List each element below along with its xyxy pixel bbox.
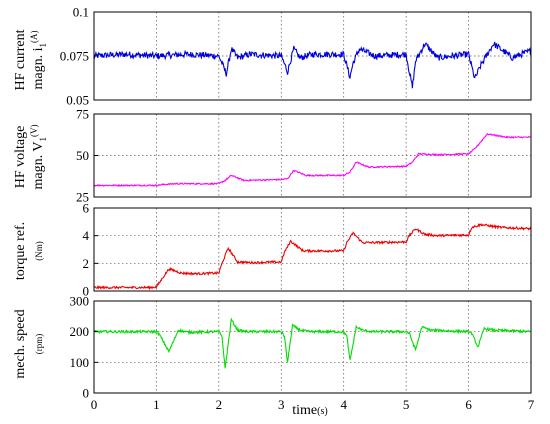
hf-current-ytick-label: 0.05 [66,93,89,108]
hf-voltage-ylabel-line2: magn. V1(V) [29,125,48,190]
hf-current-panel: 0.05 0.075 0.1 HF current magn. i1(A) [13,5,532,108]
x-axis-label: time(s) [292,403,327,418]
xtick-label: 2 [216,397,223,412]
hf-voltage-series-line [94,133,532,187]
hf-current-ylabel-line1: HF current [13,29,28,90]
xtick-label: 7 [528,397,535,412]
xtick-label: 1 [153,397,160,412]
hf-current-ytick-label: 0.075 [60,49,89,64]
torque-ytick-label: 6 [83,201,90,216]
speed-panel: 0 100 200 300 0 1 2 3 4 5 6 7 mech. speed (rpm) ti… [13,294,535,419]
hf-current-ylabel-magn: magn. i [31,47,46,89]
speed-ytick-label: 100 [70,355,90,370]
speed-y-ticks: 0 100 200 300 [70,294,98,401]
torque-panel: 0 2 4 6 torque ref. (Nm) [13,201,532,299]
hf-voltage-ytick-label: 75 [76,107,89,122]
hf-current-ytick-label: 0.1 [73,5,89,20]
x-axis-label-text: time [292,403,317,418]
speed-ylabel-unit: (rpm) [34,334,44,355]
hf-voltage-line-group [94,133,532,187]
torque-axes-frame [93,207,532,292]
hf-voltage-ylabel-line1: HF voltage [13,126,28,189]
hf-current-ylabel-sub: 1 [38,43,48,48]
torque-ytick-label: 2 [83,256,90,271]
torque-series-line [93,223,532,291]
hf-current-y-ticks: 0.05 0.075 0.1 [60,5,98,108]
hf-voltage-ytick-label: 50 [76,148,89,163]
torque-ylabel: torque ref. [13,222,28,280]
speed-series-line [93,317,532,369]
hf-voltage-ylabel-sub: 1 [38,137,48,142]
torque-ytick-label: 4 [83,228,90,243]
hf-current-series-line [93,41,532,89]
torque-ytick-label: 0 [83,284,90,299]
hf-current-ylabel-line2: magn. i1(A) [29,31,48,90]
xtick-label: 5 [403,397,410,412]
speed-ytick-label: 200 [70,324,90,339]
xtick-label: 6 [465,397,472,412]
hf-current-ylabel-unit: (A) [29,31,39,44]
torque-grid [94,208,531,291]
hf-voltage-ytick-label: 25 [76,190,89,205]
xtick-label: 3 [278,397,285,412]
speed-line-group [93,317,532,369]
speed-x-ticks: 0 1 2 3 4 5 6 7 [91,397,535,412]
hf-voltage-y-ticks: 25 50 75 [76,107,98,205]
xtick-label: 4 [340,397,347,412]
torque-y-ticks: 0 2 4 6 [83,201,98,299]
speed-ytick-label: 300 [70,294,90,309]
hf-voltage-ylabel-magn: magn. V [31,142,46,190]
torque-line-group [93,223,532,291]
speed-axes-frame [93,300,532,394]
speed-ytick-label: 0 [83,386,90,401]
x-axis-label-unit: (s) [317,406,328,417]
speed-grid [94,301,531,393]
hf-voltage-panel: 25 50 75 HF voltage magn. V1(V) [13,107,532,205]
hf-current-line-group [93,41,532,89]
xtick-label: 0 [91,397,98,412]
hf-voltage-ylabel-unit: (V) [29,125,39,138]
speed-ylabel: mech. speed [13,309,28,378]
torque-ylabel-unit: (Nm) [34,241,44,261]
